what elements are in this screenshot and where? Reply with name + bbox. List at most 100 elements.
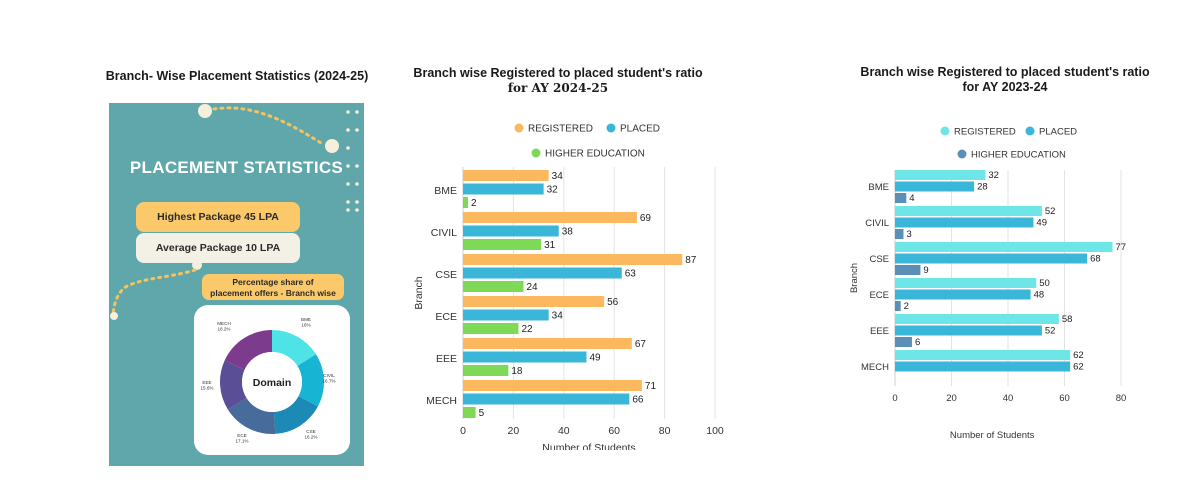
bar-mech-0	[463, 380, 642, 391]
bar-eee-2	[895, 337, 912, 347]
x-tick-80: 80	[659, 425, 671, 437]
bar-value-civil-1: 49	[1036, 218, 1047, 229]
legend-label-0: REGISTERED	[954, 127, 1016, 138]
bar-bme-0	[895, 170, 986, 180]
bar-bme-0	[463, 170, 549, 181]
x-axis-label: Number of Students	[950, 430, 1035, 441]
bar-eee-1	[463, 351, 587, 363]
bar-value-civil-1: 38	[562, 227, 574, 238]
x-axis-label: Number of Students	[542, 442, 635, 450]
donut-label-civil: CIVIL 16.7%	[322, 373, 335, 384]
bar-value-cse-1: 63	[625, 269, 637, 280]
donut-slice-cse	[273, 396, 318, 434]
donut-slice-mech	[224, 330, 272, 370]
bar-eee-0	[895, 314, 1059, 324]
bar-value-bme-2: 4	[909, 193, 914, 204]
bar-eee-1	[895, 325, 1042, 336]
chart-2425-subtitle: for AY 2024-25	[507, 81, 609, 95]
donut-slice-civil	[297, 354, 324, 407]
share-label-line2: placement offers - Branch wise	[210, 287, 336, 298]
bar-value-eee-2: 18	[511, 366, 523, 377]
bar-eee-0	[463, 338, 632, 349]
bar-bme-2	[463, 197, 469, 208]
donut-label-mech: MECH 18.2%	[217, 321, 231, 332]
bar-value-eee-1: 52	[1045, 326, 1056, 337]
bar-value-mech-0: 62	[1073, 350, 1084, 361]
legend-marker-1	[606, 123, 616, 133]
bar-mech-1	[463, 393, 630, 405]
y-axis-label: Branch	[849, 263, 860, 293]
bar-ece-1	[463, 309, 549, 321]
bar-value-ece-1: 34	[552, 311, 564, 322]
bar-value-eee-0: 58	[1062, 314, 1073, 325]
donut-label-bme: BME 16%	[301, 317, 311, 328]
bar-civil-2	[895, 229, 904, 239]
deco-circle-bottom	[110, 312, 118, 320]
x-tick-20: 20	[946, 393, 957, 404]
deco-dotted-line-top	[212, 106, 323, 145]
category-label-eee: EEE	[436, 353, 457, 365]
bar-value-eee-0: 67	[635, 339, 647, 350]
placement-poster: PLACEMENT STATISTICS Highest Package 45 …	[109, 103, 364, 466]
bar-ece-0	[463, 296, 605, 307]
y-axis-label: Branch	[413, 276, 425, 309]
bar-value-ece-0: 56	[607, 297, 619, 308]
donut-card: BME 16% CIVIL 16.7% CSE 16.2% ECE 17.1% EEE 15.6%…	[194, 305, 350, 455]
average-package-pill: Average Package 10 LPA	[136, 233, 300, 263]
bar-civil-1	[463, 225, 559, 237]
share-label-line1: Percentage share of	[232, 277, 314, 287]
x-tick-0: 0	[460, 425, 466, 437]
branch-share-donut: BME 16% CIVIL 16.7% CSE 16.2% ECE 17.1% EEE 15.6%…	[200, 317, 335, 444]
legend-marker-0	[940, 126, 950, 136]
share-label-pill: Percentage share of placement offers - B…	[202, 274, 344, 300]
bar-civil-2	[463, 239, 542, 250]
x-tick-80: 80	[1116, 393, 1127, 404]
legend-label-2: HIGHER EDUCATION	[545, 149, 645, 160]
bar-cse-2	[463, 281, 524, 292]
bar-value-mech-1: 66	[632, 395, 644, 406]
bar-mech-0	[895, 350, 1071, 360]
legend-label-0: REGISTERED	[528, 124, 593, 135]
category-label-mech: MECH	[426, 395, 457, 407]
bar-value-bme-0: 32	[988, 170, 999, 181]
bar-value-cse-0: 77	[1116, 242, 1127, 253]
x-tick-40: 40	[1003, 393, 1014, 404]
x-tick-60: 60	[608, 425, 620, 437]
x-tick-0: 0	[892, 393, 897, 404]
donut-label-eee: EEE 15.6%	[200, 380, 213, 391]
highest-package-pill: Highest Package 45 LPA	[136, 202, 300, 232]
bar-value-eee-2: 6	[915, 337, 920, 348]
donut-slice-ece	[227, 397, 276, 434]
bar-value-mech-0: 71	[645, 381, 657, 392]
bar-bme-1	[463, 183, 544, 195]
bar-value-civil-2: 31	[544, 240, 556, 251]
bar-value-civil-0: 69	[640, 213, 652, 224]
poster-heading: PLACEMENT STATISTICS	[129, 158, 344, 177]
bar-cse-1	[463, 267, 622, 279]
donut-slice-eee	[220, 360, 247, 410]
bar-value-ece-2: 22	[521, 324, 533, 335]
category-label-ece: ECE	[869, 290, 889, 301]
bar-ece-2	[895, 301, 901, 311]
x-tick-20: 20	[508, 425, 520, 437]
bar-bme-2	[895, 193, 907, 203]
legend-marker-1	[1025, 126, 1035, 136]
legend-marker-2	[957, 149, 967, 159]
legend-label-2: HIGHER EDUCATION	[971, 150, 1066, 161]
donut-slice-bme	[272, 330, 316, 366]
bar-value-civil-2: 3	[906, 229, 911, 240]
bar-civil-0	[895, 206, 1042, 216]
bar-value-bme-2: 2	[471, 198, 477, 209]
category-label-mech: MECH	[861, 362, 889, 373]
legend-marker-0	[514, 123, 524, 133]
bar-value-mech-1: 62	[1073, 362, 1084, 373]
bar-ece-2	[463, 323, 519, 334]
bar-bme-1	[895, 181, 975, 192]
bar-value-civil-0: 52	[1045, 206, 1056, 217]
x-tick-100: 100	[706, 425, 724, 437]
donut-center-label: Domain	[253, 377, 292, 389]
donut-label-cse: CSE 16.2%	[304, 429, 317, 440]
bar-value-bme-1: 28	[977, 182, 988, 193]
category-label-bme: BME	[434, 185, 457, 197]
